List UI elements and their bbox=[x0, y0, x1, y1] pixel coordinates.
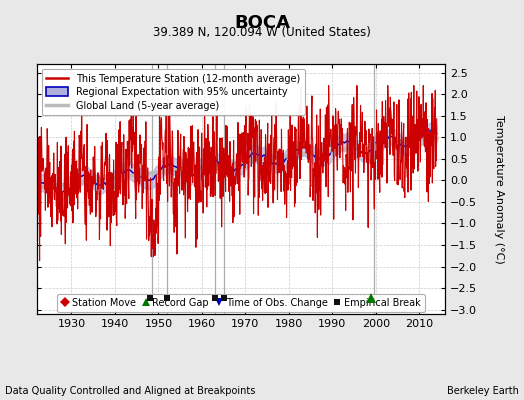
Text: Data Quality Controlled and Aligned at Breakpoints: Data Quality Controlled and Aligned at B… bbox=[5, 386, 256, 396]
Text: Berkeley Earth: Berkeley Earth bbox=[447, 386, 519, 396]
Y-axis label: Temperature Anomaly (°C): Temperature Anomaly (°C) bbox=[494, 115, 504, 263]
Text: BOCA: BOCA bbox=[234, 14, 290, 32]
Legend: Station Move, Record Gap, Time of Obs. Change, Empirical Break: Station Move, Record Gap, Time of Obs. C… bbox=[58, 294, 424, 312]
Text: 39.389 N, 120.094 W (United States): 39.389 N, 120.094 W (United States) bbox=[153, 26, 371, 39]
